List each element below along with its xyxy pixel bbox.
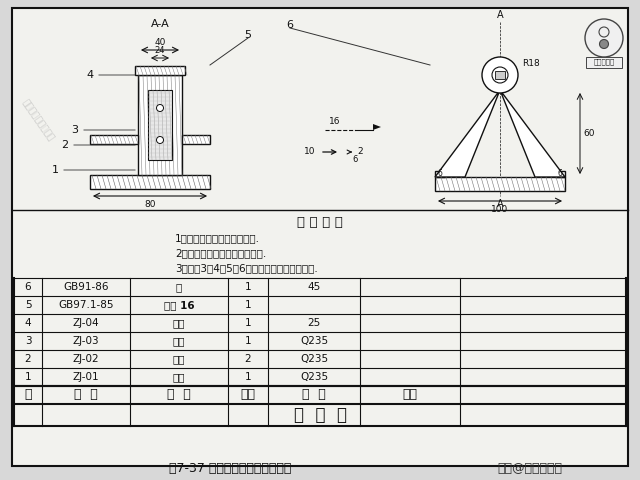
Text: 2、所有焊缝不得有焊性等缺陷.: 2、所有焊缝不得有焊性等缺陷. [175,248,266,258]
Text: 3: 3 [25,336,31,346]
Text: Q235: Q235 [300,372,328,382]
Bar [138,75,182,175]
Bar [435,177,565,191]
Polygon shape [500,90,565,177]
Text: 垫圈 16: 垫圈 16 [164,300,195,310]
Text: 6: 6 [438,169,442,179]
Text: 竖板: 竖板 [173,354,185,364]
Text: 标  题  栏: 标 题 栏 [294,406,346,424]
Text: 筋钢: 筋钢 [173,336,185,346]
Bar [586,57,622,68]
Text: 25: 25 [307,318,321,328]
Text: ZJ-01: ZJ-01 [73,372,99,382]
Text: 10: 10 [304,147,316,156]
Text: 5: 5 [25,300,31,310]
Text: 24: 24 [155,46,165,55]
Bar [135,66,185,75]
Text: 图7-37 焊接装配图实例（支架）: 图7-37 焊接装配图实例（支架） [169,461,291,475]
Text: 一位工程师: 一位工程师 [593,59,614,65]
Text: A-A: A-A [150,19,170,29]
Text: 4: 4 [86,70,93,80]
Text: 头条号：一位工程师: 头条号：一位工程师 [20,97,56,143]
Text: 2: 2 [357,147,363,156]
Text: 名  称: 名 称 [167,388,191,401]
Text: 2: 2 [61,140,68,150]
Text: 底板: 底板 [173,372,185,382]
Circle shape [599,27,609,37]
Text: 80: 80 [144,200,156,209]
Polygon shape [435,90,500,177]
Text: ZJ-04: ZJ-04 [73,318,99,328]
Text: ZJ-02: ZJ-02 [73,354,99,364]
Text: 1: 1 [51,165,58,175]
Text: 6: 6 [25,282,31,292]
Circle shape [157,105,163,111]
Text: 序: 序 [24,388,32,401]
Circle shape [492,67,508,83]
Text: 1: 1 [244,300,252,310]
Text: 5: 5 [244,30,252,40]
Text: 1: 1 [244,318,252,328]
Text: 6: 6 [287,20,294,30]
Circle shape [600,39,609,48]
Circle shape [157,136,163,144]
Text: 1: 1 [244,336,252,346]
Text: 销轴: 销轴 [173,318,185,328]
Bar [90,175,210,189]
Text: 代  号: 代 号 [74,388,98,401]
Bar [148,90,172,160]
Text: 1: 1 [25,372,31,382]
Bar [182,135,210,144]
Text: A: A [497,10,503,20]
Text: Q235: Q235 [300,354,328,364]
Text: GB97.1-85: GB97.1-85 [58,300,114,310]
Text: 4: 4 [25,318,31,328]
Text: 40: 40 [154,38,166,47]
Text: Q235: Q235 [300,336,328,346]
Text: ZJ-03: ZJ-03 [73,336,99,346]
Text: 1: 1 [244,372,252,382]
Polygon shape [373,124,381,130]
Bar [555,171,565,177]
Bar [90,135,138,144]
Text: 备注: 备注 [403,388,417,401]
Text: 60: 60 [583,129,595,138]
Text: 16: 16 [329,117,340,126]
Text: 1: 1 [244,282,252,292]
Bar [495,71,505,79]
Bar [435,171,445,177]
Text: 6: 6 [352,156,358,165]
Circle shape [585,19,623,57]
Text: 1、全部焊缝采用手工电弧焊.: 1、全部焊缝采用手工电弧焊. [175,233,260,243]
Text: 100: 100 [492,205,509,214]
Text: 头条@一位工程师: 头条@一位工程师 [497,461,563,475]
Text: A: A [497,199,503,209]
Text: 2: 2 [25,354,31,364]
Text: 6: 6 [557,169,563,179]
Text: 材  料: 材 料 [302,388,326,401]
Text: 3: 3 [72,125,79,135]
Text: 45: 45 [307,282,321,292]
Text: 销: 销 [176,282,182,292]
Circle shape [482,57,518,93]
Text: 技 术 要 求: 技 术 要 求 [297,216,343,228]
Text: 数量: 数量 [241,388,255,401]
Text: R18: R18 [522,59,540,68]
Text: 3、序号3、4、5、6可在总装时进行焊接装配.: 3、序号3、4、5、6可在总装时进行焊接装配. [175,263,317,273]
Text: 2: 2 [244,354,252,364]
Text: GB91-86: GB91-86 [63,282,109,292]
